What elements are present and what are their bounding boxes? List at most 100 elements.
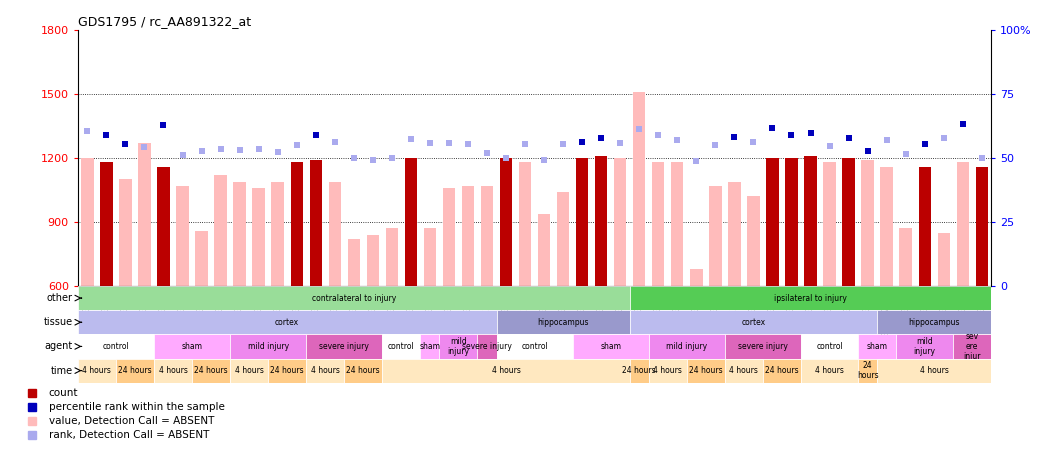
Bar (382, 334, 420, 359)
Bar (538, 213, 550, 286)
Bar (687, 359, 725, 383)
Bar (345, 359, 382, 383)
Text: mild
injury: mild injury (447, 337, 469, 356)
Bar (78, 310, 496, 334)
Text: 4 hours: 4 hours (82, 366, 111, 375)
Text: time: time (51, 365, 73, 376)
Text: hippocampus: hippocampus (908, 318, 960, 327)
Bar (801, 359, 858, 383)
Bar (630, 286, 991, 310)
Bar (138, 143, 151, 286)
Bar (672, 162, 683, 286)
Bar (937, 232, 950, 286)
Bar (154, 359, 192, 383)
Bar (195, 231, 208, 286)
Bar (405, 158, 417, 286)
Bar (176, 186, 189, 286)
Bar (500, 158, 512, 286)
Text: 4 hours: 4 hours (492, 366, 520, 375)
Text: severe injury: severe injury (462, 342, 512, 351)
Bar (786, 158, 797, 286)
Bar (78, 334, 154, 359)
Text: 4 hours: 4 hours (920, 366, 949, 375)
Bar (496, 334, 573, 359)
Bar (272, 181, 283, 286)
Bar (880, 166, 893, 286)
Bar (953, 334, 991, 359)
Text: contralateral to injury: contralateral to injury (311, 293, 395, 303)
Bar (268, 359, 306, 383)
Bar (557, 192, 569, 286)
Text: severe injury: severe injury (320, 342, 370, 351)
Text: mild injury: mild injury (666, 342, 707, 351)
Bar (630, 310, 877, 334)
Bar (78, 359, 116, 383)
Bar (576, 158, 589, 286)
Bar (747, 196, 760, 286)
Bar (424, 228, 436, 286)
Bar (957, 162, 968, 286)
Text: 4 hours: 4 hours (653, 366, 682, 375)
Bar (690, 269, 703, 286)
Text: mild
injury: mild injury (913, 337, 935, 356)
Text: sev
ere
injur: sev ere injur (963, 332, 981, 361)
Text: sham: sham (182, 342, 202, 351)
Bar (119, 179, 132, 286)
Bar (633, 92, 646, 286)
Bar (729, 181, 740, 286)
Text: agent: agent (45, 341, 73, 352)
Bar (649, 334, 725, 359)
Bar (804, 156, 817, 286)
Bar (595, 156, 607, 286)
Bar (306, 334, 382, 359)
Bar (766, 158, 778, 286)
Bar (630, 359, 649, 383)
Text: count: count (49, 388, 78, 398)
Bar (78, 286, 630, 310)
Text: control: control (388, 342, 415, 351)
Bar (158, 166, 169, 286)
Text: tissue: tissue (44, 317, 73, 327)
Text: mild injury: mild injury (248, 342, 289, 351)
Bar (234, 181, 246, 286)
Text: control: control (103, 342, 130, 351)
Bar (763, 359, 801, 383)
Text: hippocampus: hippocampus (538, 318, 589, 327)
Text: 4 hours: 4 hours (730, 366, 759, 375)
Text: 4 hours: 4 hours (235, 366, 264, 375)
Bar (519, 162, 531, 286)
Text: 24 hours: 24 hours (689, 366, 722, 375)
Bar (877, 310, 991, 334)
Text: severe injury: severe injury (738, 342, 788, 351)
Text: 24 hours: 24 hours (347, 366, 380, 375)
Bar (306, 359, 345, 383)
Text: 24 hours: 24 hours (194, 366, 228, 375)
Bar (496, 310, 630, 334)
Text: 24
hours: 24 hours (856, 361, 878, 380)
Text: cortex: cortex (275, 318, 299, 327)
Text: 24 hours: 24 hours (623, 366, 656, 375)
Bar (976, 166, 988, 286)
Text: 24 hours: 24 hours (765, 366, 799, 375)
Text: ipsilateral to injury: ipsilateral to injury (774, 293, 847, 303)
Bar (443, 188, 455, 286)
Bar (348, 239, 360, 286)
Bar (329, 181, 340, 286)
Bar (462, 186, 474, 286)
Text: control: control (816, 342, 843, 351)
Bar (919, 166, 931, 286)
Text: 4 hours: 4 hours (159, 366, 188, 375)
Bar (116, 359, 154, 383)
Bar (843, 158, 854, 286)
Text: other: other (47, 293, 73, 303)
Text: GDS1795 / rc_AA891322_at: GDS1795 / rc_AA891322_at (78, 15, 251, 28)
Bar (573, 334, 649, 359)
Bar (386, 228, 398, 286)
Bar (900, 228, 911, 286)
Bar (230, 334, 306, 359)
Bar (614, 158, 626, 286)
Bar (896, 334, 953, 359)
Text: 24 hours: 24 hours (270, 366, 304, 375)
Bar (801, 334, 858, 359)
Text: sham: sham (600, 342, 621, 351)
